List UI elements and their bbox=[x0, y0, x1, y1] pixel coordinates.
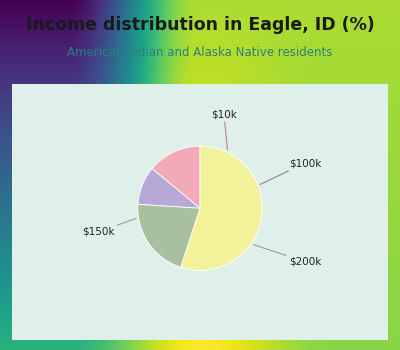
Text: $200k: $200k bbox=[254, 245, 321, 267]
Wedge shape bbox=[138, 204, 200, 267]
Wedge shape bbox=[181, 146, 262, 270]
Text: Income distribution in Eagle, ID (%): Income distribution in Eagle, ID (%) bbox=[26, 16, 374, 34]
Text: $10k: $10k bbox=[211, 109, 237, 150]
Text: $100k: $100k bbox=[260, 158, 321, 184]
Wedge shape bbox=[152, 146, 200, 208]
Text: $150k: $150k bbox=[82, 218, 136, 237]
Wedge shape bbox=[138, 169, 200, 208]
Text: American Indian and Alaska Native residents: American Indian and Alaska Native reside… bbox=[67, 46, 333, 58]
